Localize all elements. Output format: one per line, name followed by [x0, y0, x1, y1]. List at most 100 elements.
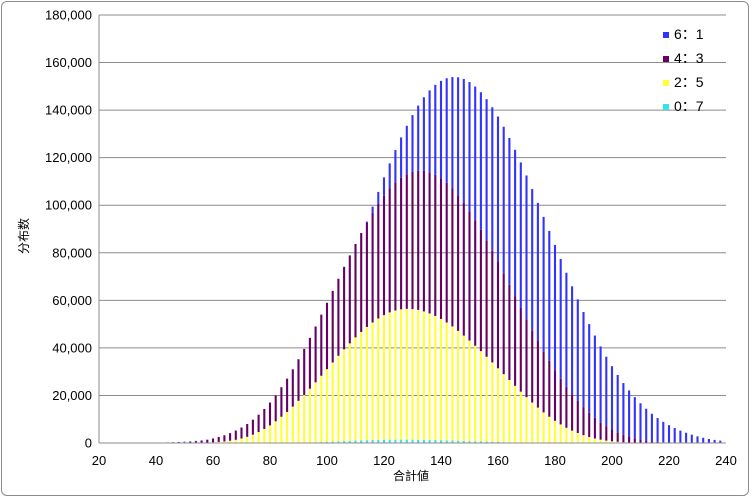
bar-segment: [388, 163, 391, 189]
bar-segment: [439, 80, 443, 179]
bar-segment: [650, 413, 653, 442]
bar-segment: [593, 438, 596, 443]
bar-segment: [525, 175, 528, 320]
bar-segment: [519, 391, 522, 443]
bar-segment: [189, 441, 192, 442]
bar-segment: [525, 319, 528, 398]
bar-segment: [320, 314, 323, 376]
bar-segment: [183, 441, 186, 443]
bar-segment: [514, 296, 517, 386]
legend-swatch: [663, 104, 669, 110]
bar-segment: [462, 202, 465, 336]
bar-segment: [377, 203, 380, 319]
bar-segment: [656, 441, 659, 443]
bar-segment: [297, 359, 300, 401]
bar-segment: [496, 116, 500, 263]
bar-segment: [553, 420, 557, 443]
bar-segment: [571, 286, 574, 395]
bar-segment: [656, 418, 659, 442]
y-axis-title: 分布数: [16, 218, 31, 254]
bar-segment: [229, 440, 232, 443]
bar-segment: [542, 351, 545, 413]
bar-segment: [428, 439, 431, 443]
bar-segment: [439, 178, 443, 319]
bar-segment: [417, 170, 420, 310]
bar-segment: [536, 341, 539, 408]
bar-segment: [565, 386, 568, 428]
bar-segment: [502, 374, 505, 443]
bar-segment: [268, 402, 272, 426]
bar-segment: [360, 440, 363, 443]
bar-segment: [314, 326, 317, 383]
bar-segment: [679, 430, 682, 443]
bar-segment: [388, 188, 391, 313]
bar-segment: [257, 432, 260, 443]
legend-swatch: [663, 56, 669, 62]
bar-segment: [610, 366, 614, 430]
bar-segment: [365, 221, 368, 223]
bar-segment: [622, 434, 625, 443]
bar-segment: [650, 441, 653, 443]
bar-segment: [610, 441, 614, 443]
bar-segment: [394, 150, 397, 183]
bar-segment: [474, 441, 477, 443]
bar-segment: [194, 440, 197, 442]
bars: [120, 77, 722, 444]
x-tick-label: 200: [601, 453, 623, 468]
bar-segment: [468, 340, 471, 442]
legend-swatch: [663, 32, 669, 38]
y-tick-label: 140,000: [45, 103, 92, 118]
bar-segment: [422, 311, 425, 440]
bar-segment: [422, 97, 425, 171]
bar-segment: [599, 422, 602, 440]
bar-segment: [645, 408, 648, 441]
bar-segment: [400, 137, 403, 178]
bar-segment: [457, 330, 460, 441]
bar-segment: [593, 335, 596, 418]
legend-label: 4：3: [674, 50, 704, 66]
y-tick-labels: 0 20,000 40,000 60,000 80,000 100,000 120,000 1…: [45, 8, 92, 451]
bar-segment: [343, 266, 346, 350]
bar-segment: [303, 348, 306, 396]
bar-segment: [593, 417, 596, 439]
x-tick-label: 20: [92, 453, 106, 468]
bar-segment: [411, 439, 414, 443]
bar-segment: [263, 428, 266, 443]
bar-segment: [610, 429, 614, 442]
bar-segment: [502, 126, 505, 274]
bar-segment: [599, 439, 602, 443]
bar-segment: [371, 206, 374, 213]
bar-segment: [605, 356, 608, 427]
bar-segment: [411, 171, 414, 310]
bar-segment: [200, 440, 203, 441]
x-tick-labels: 20 40 60 80 100 120 140 160 180 200 220 240: [92, 453, 737, 468]
bar-segment: [559, 424, 562, 443]
bar-segment: [388, 312, 391, 440]
y-tick-label: 60,000: [52, 293, 92, 308]
bar-segment: [462, 78, 465, 203]
y-tick-label: 20,000: [52, 388, 92, 403]
bar-segment: [451, 77, 454, 189]
legend: 6：1 4：3 2：5 0：7: [663, 26, 704, 114]
bar-segment: [559, 258, 562, 379]
bar-segment: [348, 343, 351, 441]
bar-segment: [417, 309, 420, 440]
bar-segment: [588, 437, 591, 443]
bar-segment: [633, 397, 636, 439]
bar-segment: [217, 441, 220, 443]
bar-segment: [211, 438, 215, 443]
bar-segment: [439, 318, 443, 441]
bar-segment: [354, 440, 357, 443]
bar-segment: [206, 439, 209, 443]
bar-segment: [542, 412, 545, 443]
bar-segment: [411, 115, 414, 172]
x-tick-label: 100: [316, 453, 338, 468]
bar-segment: [457, 440, 460, 443]
bar-segment: [286, 378, 289, 412]
bar-segment: [474, 345, 477, 442]
bar-segment: [474, 86, 477, 221]
bar-segment: [405, 308, 408, 440]
bar-segment: [325, 302, 329, 370]
bar-segment: [491, 250, 494, 363]
